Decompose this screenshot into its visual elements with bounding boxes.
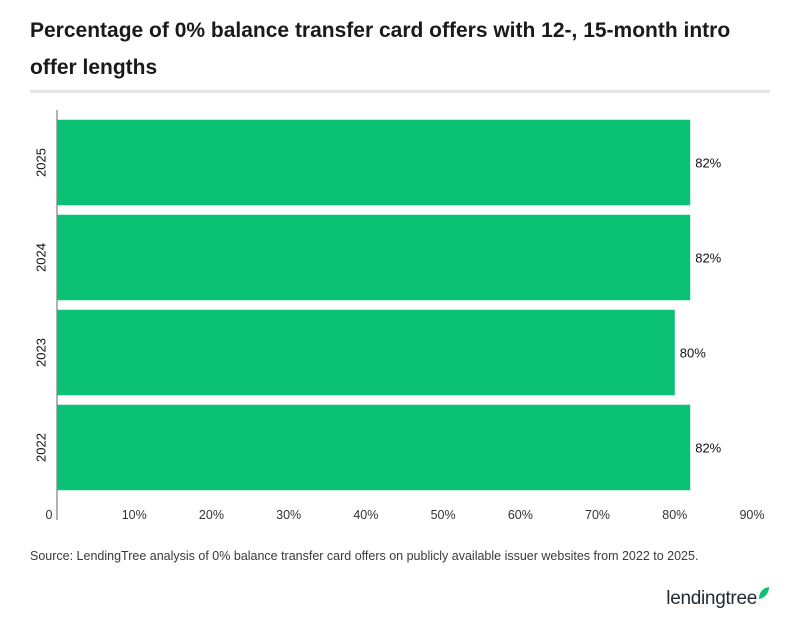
bar-2025 xyxy=(57,119,691,206)
logo-text: lendingtree xyxy=(666,588,757,609)
x-tick-label-40: 40% xyxy=(353,508,378,522)
bar-chart: 82% 2025 82% 2024 80% 2023 82% 2022 0 10% 20% 30% 40… xyxy=(33,110,765,522)
x-tick-label-60: 60% xyxy=(508,508,533,522)
data-label-2023: 80% xyxy=(680,346,706,361)
x-tick-label-90: 90% xyxy=(739,508,764,522)
leaf-icon xyxy=(759,587,769,599)
bar-2023 xyxy=(57,309,675,396)
x-tick-label-70: 70% xyxy=(585,508,610,522)
x-tick-label-30: 30% xyxy=(276,508,301,522)
source-note: Source: LendingTree analysis of 0% balan… xyxy=(30,549,699,563)
x-tick-label-50: 50% xyxy=(431,508,456,522)
title-divider xyxy=(30,90,770,93)
data-label-2022: 82% xyxy=(695,441,721,456)
category-label-2025: 2025 xyxy=(33,148,48,177)
data-label-2025: 82% xyxy=(695,156,721,171)
chart-title: Percentage of 0% balance transfer card o… xyxy=(30,19,731,79)
bar-2022 xyxy=(57,404,691,491)
x-tick-label-80: 80% xyxy=(662,508,687,522)
lendingtree-logo: lendingtree xyxy=(666,587,770,610)
bar-2024 xyxy=(57,214,691,301)
category-label-2022: 2022 xyxy=(33,433,48,462)
category-label-2024: 2024 xyxy=(33,243,48,272)
data-label-2024: 82% xyxy=(695,251,721,266)
x-tick-label-10: 10% xyxy=(122,508,147,522)
x-tick-label-20: 20% xyxy=(199,508,224,522)
category-label-2023: 2023 xyxy=(33,338,48,367)
x-tick-label-0: 0 xyxy=(46,508,53,522)
